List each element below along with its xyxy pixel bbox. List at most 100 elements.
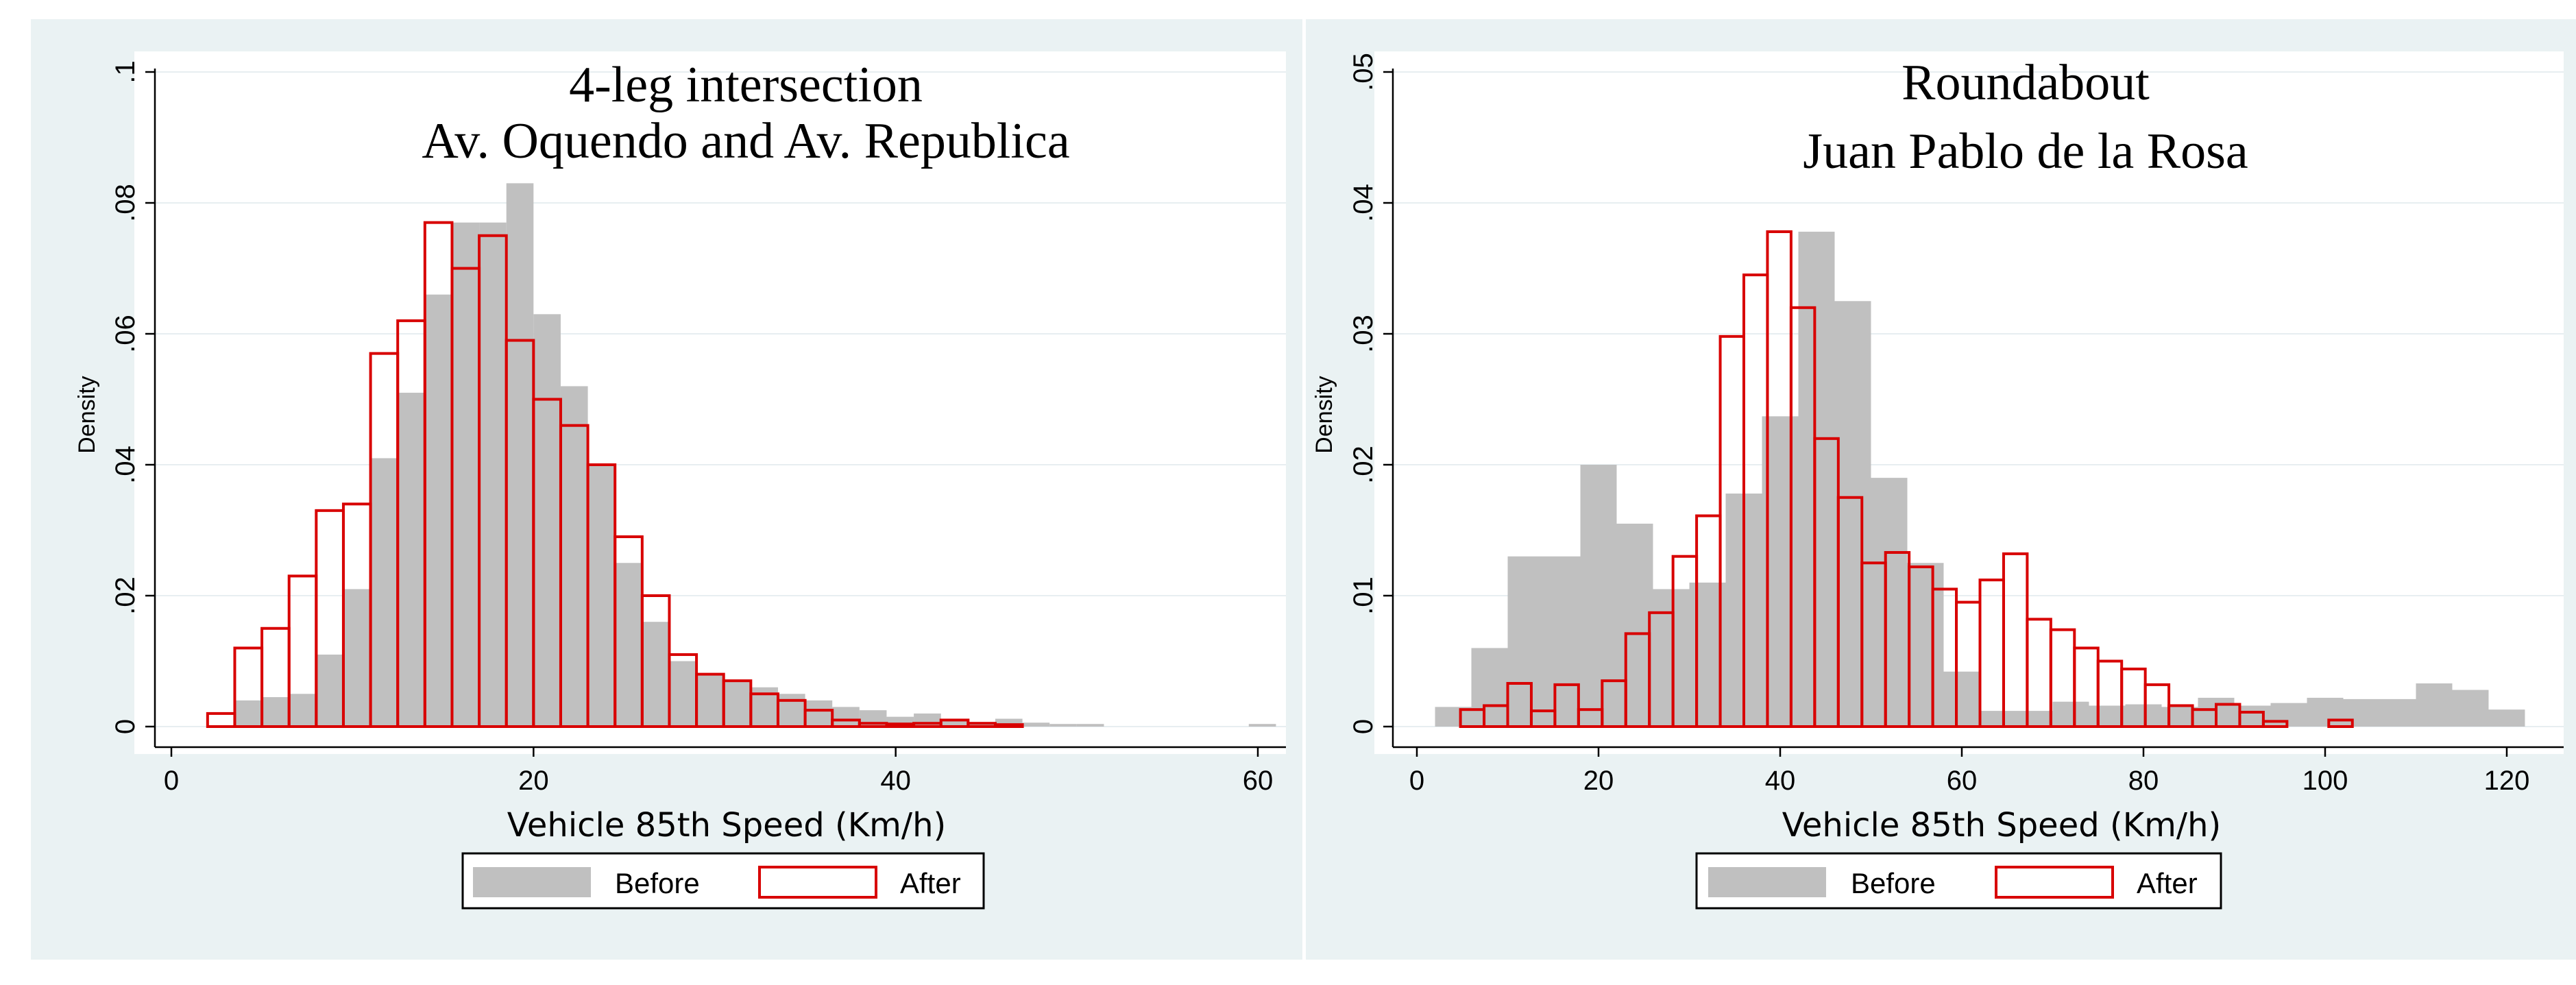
bar-before [424,294,452,727]
legend-swatch-before [473,867,591,897]
legend-label-after: After [900,867,961,899]
y-tick-label: .1 [110,60,141,83]
chart-title-line-2: Juan Pablo de la Rosa [1803,123,2248,180]
after-bars [1459,230,2354,729]
bar-before [1616,523,1653,727]
bar-before [995,718,1023,727]
bar-after [2261,720,2289,728]
bar-after [993,723,1024,729]
x-tick-label: 40 [880,766,911,796]
bar-before [669,661,697,727]
legend-label-after: After [2137,867,2198,899]
y-axis-title: Density [74,376,100,453]
bar-before [1798,232,1835,727]
bar-before [1022,722,1050,727]
legend-label-before: Before [1851,867,1936,899]
bar-before [343,589,371,727]
bar-after [1553,683,1580,729]
bar-before [1871,478,1908,727]
y-tick-label: 0 [110,719,141,734]
y-tick-label: .04 [1348,184,1378,222]
chart-title-line-1: Roundabout [1901,55,2150,111]
before-bars [234,183,1276,727]
bar-before [560,386,588,727]
x-axis-title: Vehicle 85th Speed (Km/h) [507,806,947,844]
bar-before [642,622,670,727]
y-tick-label: .06 [110,315,141,353]
y-tick-label: .01 [1348,576,1378,615]
bar-before [1943,671,1980,727]
y-tick-label: 0 [1348,719,1378,734]
legend: Before After [1695,852,2222,910]
legend-label-before: Before [615,867,700,899]
bar-before [1076,724,1104,727]
plot-area [134,51,1286,754]
y-axis-title: Density [1311,376,1337,453]
x-axis-title: Vehicle 85th Speed (Km/h) [1782,806,2222,844]
x-tick-label: 60 [1243,766,1274,796]
chart-left: 0 .02 .04 .06 .08 .1 0 20 40 60 4-leg intersectio… [74,51,1286,910]
bar-before [370,458,398,727]
bar-before [2343,698,2380,727]
bar-before [777,694,805,727]
bar-before [1049,724,1077,727]
legend-swatch-after [1995,866,2114,899]
bar-before [1544,556,1581,727]
bar-before [1980,711,2017,727]
bar-before [832,707,860,727]
bar-before [940,720,969,727]
bar-before [2125,704,2162,727]
bar-before [2379,698,2416,727]
legend: Before After [461,852,985,910]
chart-right: 0 .01 .02 .03 .04 .05 0 20 40 60 80 100 120 Roundabo… [1311,51,2564,910]
bar-after [2327,718,2354,728]
x-tick-label: 120 [2484,766,2530,796]
chart-title-line-2: Av. Oquendo and Av. Republica [422,113,1069,169]
bar-before [723,681,751,727]
bar-before [2089,705,2126,727]
x-tick-label: 60 [1947,766,1978,796]
x-tick-label: 20 [1583,766,1614,796]
bar-before [2452,690,2489,727]
y-tick-label: .08 [110,184,141,222]
bar-before [452,222,480,727]
chart-title-line-1: 4-leg intersection [569,57,923,113]
y-tick-label: .03 [1348,315,1378,353]
bar-after [803,709,834,728]
bar-before [506,183,534,727]
x-tick-label: 0 [164,766,179,796]
bar-before [696,674,724,727]
x-tick-label: 40 [1765,766,1796,796]
legend-swatch-after [758,866,877,899]
bar-before [615,563,642,727]
bar-before [234,700,263,727]
bar-before [2488,709,2525,727]
bar-before [2052,701,2089,727]
x-tick-label: 100 [2302,766,2348,796]
legend-swatch-before [1708,867,1826,897]
bar-before [262,697,289,727]
y-tick-label: .04 [110,446,141,484]
y-tick-label: .02 [110,576,141,615]
bar-before [316,654,343,727]
y-tick-label: .02 [1348,446,1378,484]
bar-before [1507,556,1544,727]
bar-after [2238,710,2265,728]
bar-before [2307,697,2344,727]
bar-before [479,222,507,727]
x-tick-label: 80 [2128,766,2159,796]
bar-before [289,694,317,727]
bar-before [1580,465,1617,727]
y-tick-label: .05 [1348,53,1378,91]
bar-before [398,392,425,727]
bar-before [2416,683,2453,727]
bar-before [1248,724,1276,727]
bar-before [2016,711,2053,727]
bar-after [885,722,916,729]
bar-before [805,700,833,727]
x-tick-label: 20 [518,766,549,796]
bar-before [1907,563,1944,727]
bar-before [533,314,561,727]
after-bars [206,221,1024,729]
